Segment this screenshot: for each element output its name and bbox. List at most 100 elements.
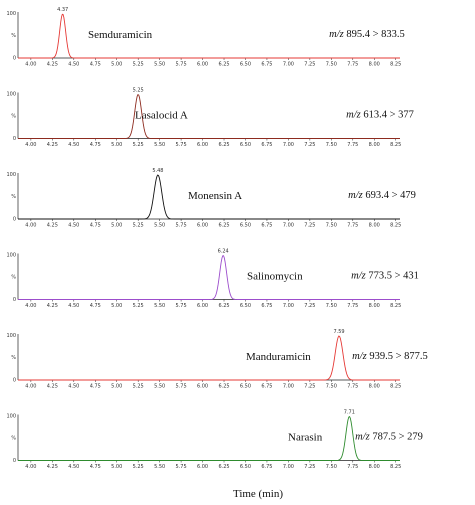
mz-transition: m/z 939.5 > 877.5 [352, 351, 428, 362]
panel-4: 100% 0 4.00 4.25 4.50 4.75 5.00 5.25 5.50 5.75 6.0… [6, 249, 418, 310]
x-tick-label: 4.75 [90, 223, 101, 229]
y-tick-label: 0 [13, 297, 16, 303]
x-tick-label: 6.50 [240, 303, 251, 309]
y-tick-label: 0 [13, 458, 16, 464]
x-tick-label: 6.50 [240, 142, 251, 148]
x-tick-label: 5.50 [154, 384, 165, 390]
x-tick-label: 7.50 [326, 303, 337, 309]
y-tick-label: % [11, 194, 16, 200]
x-tick-label: 8.00 [369, 303, 380, 309]
x-tick-label: 8.25 [390, 223, 401, 229]
x-tick-label: 4.50 [68, 464, 79, 470]
peak-trace [18, 415, 400, 461]
x-tick-label: 5.25 [133, 303, 144, 309]
x-tick-label: 7.00 [283, 303, 294, 309]
x-tick-label: 5.00 [111, 384, 122, 390]
x-tick-label: 6.75 [261, 303, 272, 309]
x-tick-label: 6.25 [218, 223, 229, 229]
x-tick-label: 7.50 [326, 384, 337, 390]
x-axis-label: Time (min) [233, 488, 283, 500]
x-tick-label: 6.00 [197, 142, 208, 148]
x-tick-label: 7.00 [283, 62, 294, 68]
x-tick-label: 7.75 [347, 62, 358, 68]
peak-trace [18, 174, 400, 220]
y-tick-label: % [11, 33, 16, 39]
panel-3: 100% 0 4.00 4.25 4.50 4.75 5.00 5.25 5.50 5.75 6.0… [6, 168, 415, 229]
x-tick-label: 7.25 [304, 223, 315, 229]
x-tick-label: 5.50 [154, 464, 165, 470]
compound-name: Narasin [288, 432, 323, 444]
x-tick-label: 8.00 [369, 142, 380, 148]
x-tick-label: 4.00 [25, 464, 36, 470]
x-tick-label: 8.00 [369, 464, 380, 470]
x-tick-label: 7.00 [283, 142, 294, 148]
peak-apex-label: 5.25 [133, 88, 144, 94]
y-tick-label: 100 [6, 11, 16, 17]
x-tick-label: 6.00 [197, 303, 208, 309]
compound-name: Monensin A [188, 190, 242, 202]
x-tick-label: 7.25 [304, 62, 315, 68]
y-tick-label: 0 [13, 217, 16, 223]
x-tick-label: 7.25 [304, 303, 315, 309]
x-tick-label: 8.00 [369, 62, 380, 68]
x-tick-label: 6.00 [197, 223, 208, 229]
x-tick-label: 7.25 [304, 384, 315, 390]
x-tick-label: 8.25 [390, 303, 401, 309]
x-tick-label: 4.25 [47, 223, 58, 229]
x-tick-label: 5.25 [133, 62, 144, 68]
x-tick-label: 5.50 [154, 223, 165, 229]
x-tick-label: 4.50 [68, 142, 79, 148]
compound-name: Salinomycin [247, 271, 303, 283]
x-tick-label: 5.25 [133, 223, 144, 229]
x-tick-label: 6.25 [218, 62, 229, 68]
x-tick-label: 4.00 [25, 303, 36, 309]
chromatogram-panels: 100% 0 4.00 4.25 4.50 4.75 5.00 5.25 5.50 5.75 6.0… [6, 7, 427, 470]
x-tick-label: 6.75 [261, 384, 272, 390]
x-tick-label: 6.00 [197, 464, 208, 470]
peak-apex-label: 5.48 [152, 168, 163, 174]
x-tick-label: 8.00 [369, 384, 380, 390]
x-tick-label: 5.50 [154, 303, 165, 309]
peak-trace [18, 335, 400, 381]
mz-transition: m/z 613.4 > 377 [346, 110, 414, 121]
x-tick-label: 5.75 [176, 62, 187, 68]
x-tick-label: 5.00 [111, 464, 122, 470]
x-tick-label: 6.50 [240, 223, 251, 229]
x-tick-label: 6.00 [197, 62, 208, 68]
mz-transition: m/z 693.4 > 479 [348, 190, 416, 201]
x-tick-label: 4.25 [47, 142, 58, 148]
x-tick-label: 7.50 [326, 62, 337, 68]
x-tick-label: 6.75 [261, 142, 272, 148]
x-tick-label: 7.50 [326, 142, 337, 148]
mz-transition: m/z 895.4 > 833.5 [329, 29, 405, 40]
y-tick-label: 100 [6, 333, 16, 339]
peak-apex-label: 6.24 [218, 249, 229, 255]
peak-apex-label: 7.59 [333, 329, 344, 335]
x-tick-label: 4.25 [47, 62, 58, 68]
x-tick-label: 6.25 [218, 384, 229, 390]
x-tick-label: 4.00 [25, 384, 36, 390]
x-tick-label: 5.25 [133, 384, 144, 390]
peak-trace [18, 255, 400, 300]
y-tick-label: % [11, 275, 16, 281]
mz-transition: m/z 773.5 > 431 [351, 271, 419, 282]
x-tick-label: 7.75 [347, 303, 358, 309]
x-tick-label: 7.25 [304, 142, 315, 148]
y-tick-label: % [11, 436, 16, 442]
x-tick-label: 5.00 [111, 303, 122, 309]
y-tick-label: 0 [13, 378, 16, 384]
x-tick-label: 8.25 [390, 464, 401, 470]
x-tick-label: 7.75 [347, 464, 358, 470]
x-tick-label: 7.00 [283, 223, 294, 229]
x-tick-label: 7.50 [326, 223, 337, 229]
y-tick-label: 0 [13, 56, 16, 62]
x-tick-label: 6.25 [218, 303, 229, 309]
y-tick-label: 100 [6, 172, 16, 178]
x-tick-label: 8.25 [390, 62, 401, 68]
y-tick-label: 100 [6, 414, 16, 420]
x-tick-label: 4.00 [25, 62, 36, 68]
x-tick-label: 5.75 [176, 223, 187, 229]
x-tick-label: 5.75 [176, 464, 187, 470]
x-tick-label: 6.50 [240, 464, 251, 470]
